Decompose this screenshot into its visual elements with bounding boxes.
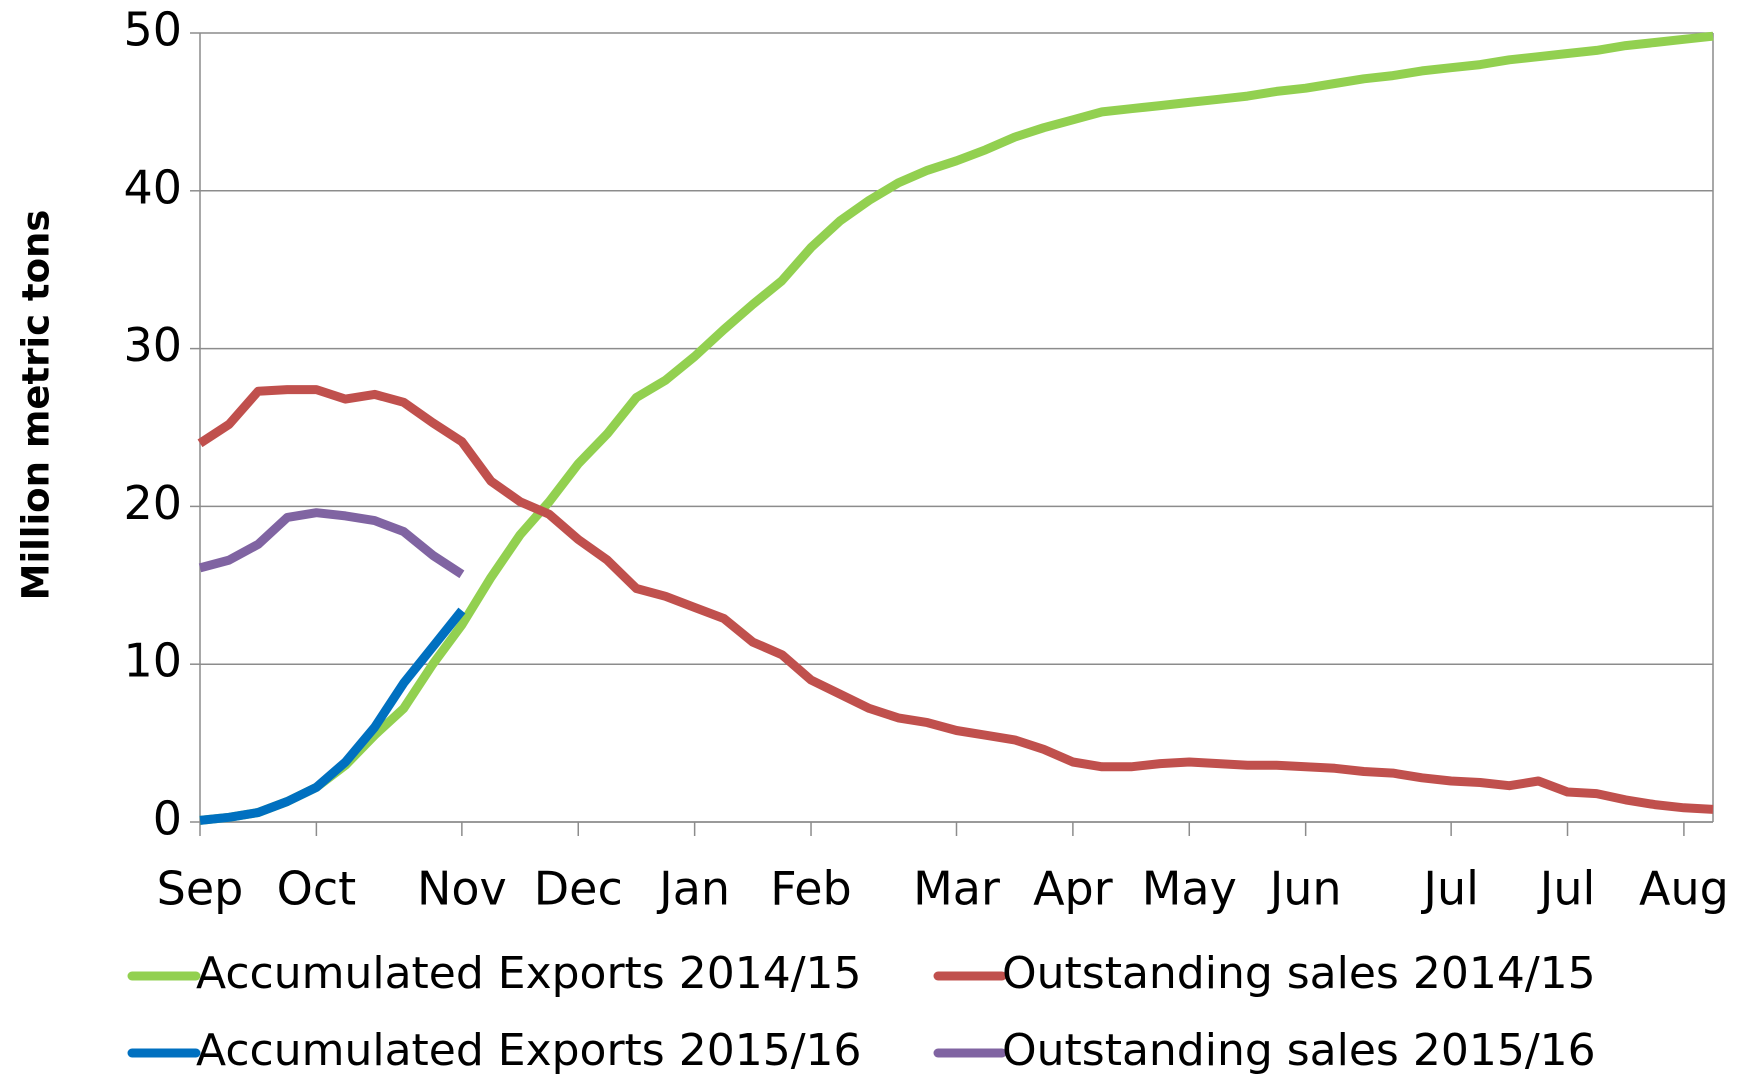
x-tick-label: Oct	[277, 862, 357, 916]
y-tick-label: 30	[123, 318, 182, 372]
y-tick-label: 40	[123, 160, 182, 214]
x-tick-label: Apr	[1033, 862, 1113, 916]
y-axis-title: Million metric tons	[15, 210, 58, 601]
series-line	[199, 31, 1714, 825]
x-tick-label: Feb	[770, 862, 851, 916]
legend-label: Outstanding sales 2015/16	[1002, 1025, 1596, 1076]
x-tick-label: Dec	[534, 862, 623, 916]
x-tick-label: Sep	[157, 862, 244, 916]
y-tick-label: 50	[123, 3, 182, 57]
x-tick-label: Jun	[1267, 862, 1342, 916]
x-tick-label: Mar	[913, 862, 1000, 916]
x-tick-label: May	[1142, 862, 1237, 916]
y-tick-label: 10	[123, 634, 182, 688]
legend-label: Outstanding sales 2014/15	[1002, 948, 1596, 999]
legend-label: Accumulated Exports 2014/15	[196, 948, 862, 999]
series-line	[198, 508, 465, 579]
series-line	[197, 385, 1714, 814]
y-tick-label: 0	[153, 792, 182, 846]
x-tick-label: Jul	[1537, 862, 1596, 916]
x-tick-label: Aug	[1639, 862, 1729, 916]
x-tick-label: Nov	[417, 862, 507, 916]
legend-label: Accumulated Exports 2015/16	[196, 1025, 862, 1076]
x-tick-label: Jul	[1420, 862, 1479, 916]
y-tick-label: 20	[123, 476, 182, 530]
x-tick-label: Jan	[656, 862, 730, 916]
series-line	[199, 607, 466, 825]
